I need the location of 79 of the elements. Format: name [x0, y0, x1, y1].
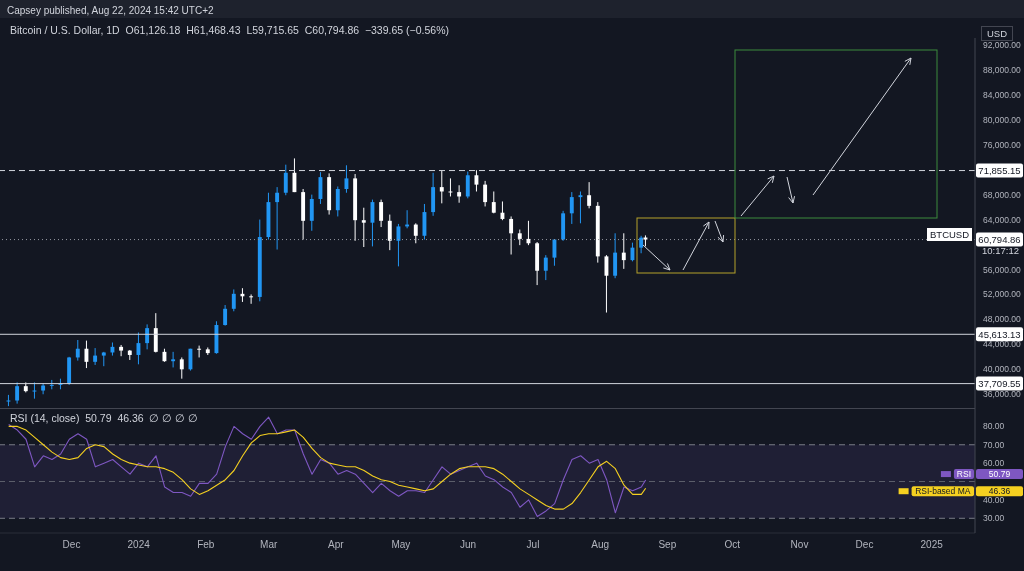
x-tick-label: 2025 — [920, 539, 944, 551]
y-tick-label: 70.00 — [983, 439, 1005, 450]
ref-line-label: 37,709.55 — [978, 378, 1021, 390]
candlestick — [275, 186, 280, 251]
candlestick — [613, 232, 618, 279]
candlestick — [41, 382, 46, 395]
candlestick — [483, 180, 488, 207]
candlestick — [119, 344, 124, 357]
x-tick-label: Aug — [591, 539, 610, 551]
text: 50.79 — [988, 469, 1011, 480]
candlestick — [335, 186, 340, 217]
candlestick — [93, 347, 98, 366]
ref-line-label: 45,613.13 — [978, 328, 1021, 340]
candlestick — [197, 345, 202, 358]
candlestick — [249, 293, 254, 305]
candlestick — [145, 323, 150, 350]
y-tick-label: 44,000.00 — [983, 339, 1022, 350]
y-tick-label: 60.00 — [983, 458, 1005, 469]
y-tick-label: 68,000.00 — [983, 189, 1022, 200]
chart-title: Bitcoin / U.S. Dollar, 1D O61,126.18 H61,468.43 L59,715.65 C60,794.86 −339.65 (−0.56%) — [10, 24, 449, 36]
candlestick — [153, 312, 158, 353]
y-tick-label: 56,000.00 — [983, 264, 1022, 275]
candlestick — [283, 164, 288, 196]
y-tick-label: 88,000.00 — [983, 64, 1022, 75]
candlestick — [171, 351, 176, 368]
x-tick-label: Mar — [260, 539, 278, 551]
candlestick — [569, 191, 574, 225]
y-tick-label: 52,000.00 — [983, 289, 1022, 300]
y-tick-label: 76,000.00 — [983, 139, 1022, 150]
x-tick-label: Jul — [526, 539, 540, 551]
candlestick — [15, 381, 20, 405]
text: 10:17:12 — [981, 244, 1020, 257]
candlestick — [379, 199, 384, 228]
candlestick — [465, 171, 470, 199]
x-tick-label: Oct — [724, 539, 741, 551]
x-tick-label: Apr — [328, 539, 345, 551]
text: Capsey published, Aug 22, 2024 15:42 UTC+2 — [7, 5, 214, 16]
candlestick — [231, 288, 236, 312]
x-tick-label: Dec — [62, 539, 81, 551]
candlestick — [621, 232, 626, 270]
candlestick — [223, 304, 228, 327]
legend-label: RSI — [956, 469, 972, 480]
candlestick — [387, 214, 392, 251]
candlestick — [457, 184, 462, 204]
y-axis-title: USD — [981, 26, 1014, 41]
annotation: BTCUSD — [927, 228, 973, 241]
y-tick-label: 64,000.00 — [983, 214, 1022, 225]
ref-line-label: 71,855.15 — [978, 165, 1021, 177]
y-tick-label: 30.00 — [983, 513, 1005, 524]
y-tick-label: 80,000.00 — [983, 114, 1022, 125]
candlestick — [179, 356, 184, 380]
x-tick-label: Jun — [459, 539, 477, 551]
candlestick — [361, 207, 366, 248]
candlestick — [587, 181, 592, 209]
x-tick-label: Feb — [197, 539, 215, 551]
x-tick-label: Dec — [855, 539, 874, 551]
candlestick — [75, 339, 80, 362]
y-tick-label: 40,000.00 — [983, 364, 1022, 375]
line-series — [8, 425, 647, 510]
y-tick-label: 84,000.00 — [983, 89, 1022, 100]
candlestick — [439, 169, 444, 204]
x-tick-label: Nov — [790, 539, 809, 551]
legend-label: RSI-based MA — [915, 486, 971, 497]
y-tick-label: 40.00 — [983, 494, 1005, 505]
candlestick — [413, 222, 418, 244]
candlestick — [509, 215, 514, 256]
y-tick-label: 80.00 — [983, 421, 1005, 432]
y-tick-label: 36,000.00 — [983, 389, 1022, 400]
text: 46.36 — [988, 486, 1011, 497]
line-series — [8, 416, 647, 518]
x-tick-label: Sep — [658, 539, 677, 551]
y-tick-label: 92,000.00 — [983, 39, 1022, 50]
x-tick-label: 2024 — [127, 539, 151, 551]
x-tick-label: May — [391, 539, 411, 551]
ref-line-label: 60,794.86 — [978, 234, 1021, 246]
candlestick — [543, 254, 548, 281]
y-tick-label: 48,000.00 — [983, 314, 1022, 325]
chart-title: RSI (14, close) 50.79 46.36 ∅ ∅ ∅ ∅ — [10, 412, 199, 424]
candlestick — [309, 194, 314, 232]
